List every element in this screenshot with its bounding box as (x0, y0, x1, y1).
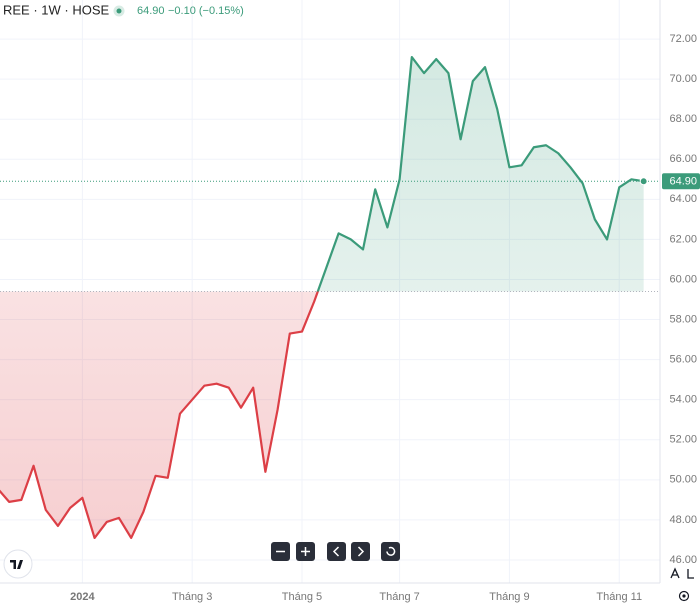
icon (357, 546, 365, 557)
y-tick-label: 70.00 (669, 73, 697, 85)
log-scale[interactable] (683, 566, 699, 582)
area-up (0, 57, 644, 292)
y-tick-label: 54.00 (669, 394, 697, 406)
icon (386, 546, 396, 556)
logo-mark (10, 560, 23, 569)
status-dot (116, 8, 122, 14)
icon (670, 567, 680, 579)
icon (332, 546, 340, 557)
x-tick-label: Tháng 11 (596, 591, 642, 603)
y-tick-label: 60.00 (669, 273, 697, 285)
y-tick-label: 52.00 (669, 434, 697, 446)
icon (301, 547, 310, 556)
icon (687, 569, 694, 579)
x-tick-label: Tháng 3 (172, 591, 212, 603)
x-tick-label: Tháng 9 (489, 591, 529, 603)
logo-circle (3, 549, 33, 579)
logo (3, 549, 33, 579)
y-tick-label: 50.00 (669, 474, 697, 486)
x-tick-label: Tháng 7 (379, 591, 419, 603)
scroll-right[interactable] (351, 542, 370, 561)
last-point (639, 177, 648, 186)
y-tick-label: 48.00 (669, 514, 697, 526)
y-tick-label: 62.00 (669, 233, 697, 245)
header-price: 64.90 (137, 5, 165, 17)
x-tick-label: 2024 (70, 591, 95, 603)
x-tick-label: Tháng 5 (282, 591, 322, 603)
price-tag (662, 173, 700, 190)
settings[interactable] (678, 590, 690, 602)
y-tick-label: 72.00 (669, 33, 697, 45)
area-down (0, 291, 644, 538)
header-change: −0.10 (−0.15%) (168, 5, 244, 17)
y-tick-label: 58.00 (669, 313, 697, 325)
symbol: REE · 1W · HOSE (3, 2, 110, 17)
scale-buttons (667, 566, 699, 602)
nav-buttons (271, 542, 400, 561)
line-up (316, 56, 644, 292)
price-tag-label: 64.90 (669, 176, 697, 188)
y-tick-label: 68.00 (669, 113, 697, 125)
reset[interactable] (381, 542, 400, 561)
icon (682, 594, 686, 598)
y-tick-label: 46.00 (669, 554, 697, 566)
scroll-left[interactable] (327, 542, 346, 561)
y-tick-label: 64.00 (669, 193, 697, 205)
y-tick-label: 66.00 (669, 153, 697, 165)
line-down (0, 291, 319, 540)
y-tick-label: 56.00 (669, 354, 697, 366)
